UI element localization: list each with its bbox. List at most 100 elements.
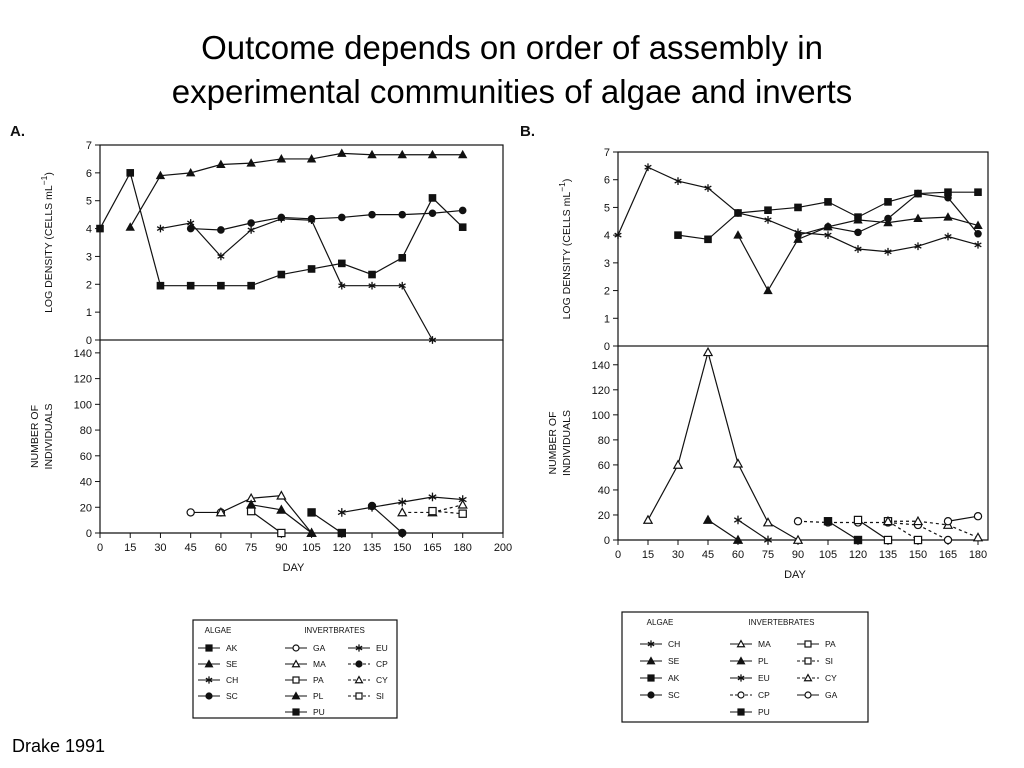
- legend-label: CH: [226, 675, 238, 685]
- x-tick-label: 120: [849, 549, 867, 561]
- y-axis-label: LOG DENSITY (CELLS mL−1): [39, 172, 55, 313]
- legend-label: MA: [313, 659, 326, 669]
- data-point: [614, 231, 622, 239]
- data-point: [458, 223, 467, 231]
- data-point: [156, 281, 165, 290]
- data-point: [882, 515, 894, 526]
- data-point: [428, 194, 437, 202]
- y-axis-label-exponent: −1: [39, 175, 49, 185]
- legend-box: [621, 611, 869, 723]
- legend-marker: [804, 691, 812, 699]
- series-line: [888, 520, 979, 539]
- legend-label: PU: [758, 707, 770, 717]
- legend-label: PA: [825, 639, 836, 649]
- plot-frame: [617, 151, 989, 347]
- data-point: [944, 232, 952, 241]
- x-tick-label: 15: [642, 549, 654, 561]
- y-tick-label: 60: [598, 460, 610, 472]
- y-tick-label: 60: [80, 451, 92, 463]
- y-tick-label: 100: [74, 399, 92, 411]
- legend-entry-ma: MA: [730, 639, 771, 649]
- series-line: [371, 505, 403, 534]
- series-line: [797, 520, 949, 541]
- legend-entry-cy: CY: [348, 675, 388, 685]
- data-point: [884, 198, 892, 206]
- data-point: [853, 515, 863, 525]
- y-tick-label: 4: [604, 230, 610, 242]
- legend-entry-ga: GA: [285, 643, 326, 653]
- legend-marker: [646, 656, 656, 665]
- data-point: [914, 189, 922, 198]
- series-ak: [96, 169, 467, 290]
- y-tick-label: 140: [74, 348, 92, 360]
- series-line: [99, 171, 464, 287]
- data-point: [427, 149, 438, 159]
- data-point: [458, 149, 468, 159]
- data-point: [306, 527, 317, 537]
- legend-label: SC: [226, 691, 238, 701]
- series-sc: [186, 206, 467, 234]
- y-tick-label: 2: [604, 286, 610, 298]
- series-line: [707, 519, 739, 541]
- data-point: [642, 514, 654, 524]
- legend-label: MA: [758, 639, 771, 649]
- legend-marker: [804, 640, 812, 648]
- legend-marker: [647, 691, 655, 699]
- legend-marker: [291, 659, 301, 668]
- legend-label: PL: [758, 656, 769, 666]
- legend-algae-header: ALGAE: [647, 618, 674, 627]
- legend-entry-ch: CH: [198, 675, 238, 685]
- panel-label: A.: [10, 123, 25, 140]
- data-point: [704, 235, 712, 244]
- legend-entry-eu: EU: [348, 643, 388, 653]
- series-line: [129, 152, 463, 228]
- series-cp: [367, 501, 407, 538]
- series-line: [250, 510, 282, 534]
- data-point: [914, 242, 922, 251]
- density-subplot: 0 1 2 3 4 5 6 7 LOG DENSITY (CELLS mL−1): [557, 147, 989, 353]
- y-tick-label: 7: [604, 147, 610, 159]
- data-point: [217, 226, 225, 234]
- slide-title-line-2: experimental communities of algae and in…: [171, 73, 853, 110]
- series-ch: [156, 214, 437, 344]
- data-point: [763, 535, 773, 545]
- data-point: [794, 203, 802, 212]
- data-point: [216, 159, 226, 169]
- data-point: [277, 528, 286, 538]
- legend-marker: [204, 659, 214, 668]
- y-axis-label-line-1: NUMBER OF: [29, 405, 41, 468]
- data-point: [974, 188, 982, 196]
- x-tick-label: 135: [363, 542, 381, 554]
- legend-marker: [205, 692, 213, 700]
- legend-marker: [736, 656, 746, 665]
- legend-marker: [355, 644, 363, 652]
- data-point: [884, 247, 892, 256]
- data-point: [793, 517, 803, 526]
- y-tick-label: 3: [86, 251, 92, 263]
- series-eu: [733, 515, 773, 545]
- y-tick-label: 0: [86, 528, 92, 540]
- y-tick-label: 20: [598, 510, 610, 522]
- series-ma: [215, 490, 317, 537]
- data-point: [763, 285, 773, 295]
- slide-title: Outcome depends on order of assembly in …: [0, 26, 1024, 114]
- series-line: [737, 519, 769, 541]
- data-point: [276, 490, 287, 500]
- x-tick-label: 60: [732, 549, 744, 561]
- legend-entry-ga: GA: [797, 690, 838, 700]
- data-point: [428, 492, 437, 502]
- y-tick-label: 120: [74, 374, 92, 386]
- legend-marker: [804, 657, 812, 665]
- data-point: [674, 231, 682, 239]
- legend-marker: [205, 676, 213, 684]
- legend-marker: [292, 708, 300, 716]
- legend-entry-si: SI: [797, 656, 833, 666]
- data-point: [367, 501, 377, 511]
- legend-marker: [292, 644, 300, 652]
- panel-label: B.: [520, 123, 535, 140]
- legend-invert-header: INVERTEBRATES: [749, 618, 815, 627]
- legend-entry-se: SE: [198, 659, 238, 669]
- data-point: [943, 517, 953, 526]
- data-point: [853, 535, 863, 545]
